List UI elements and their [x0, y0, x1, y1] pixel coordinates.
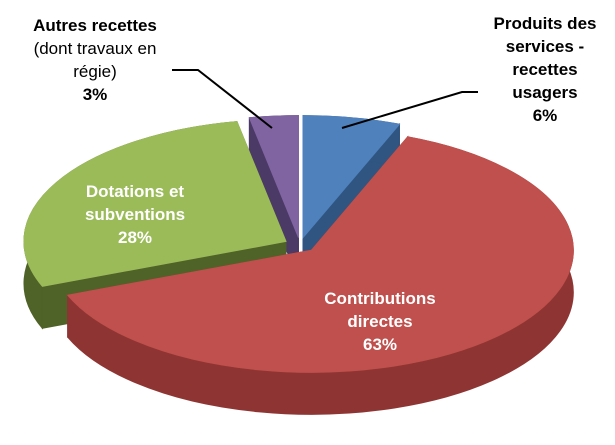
label-dotations: Dotations et subventions 28%	[60, 180, 210, 249]
category-label: Contributions directes	[324, 289, 436, 331]
pie-slice	[302, 115, 401, 240]
category-label: Dotations et subventions	[84, 182, 186, 224]
value-label: 3%	[82, 85, 108, 104]
leader-line	[341, 91, 478, 129]
value-label: 63%	[362, 335, 398, 354]
label-contributions: Contributions directes 63%	[295, 287, 465, 356]
leader-line	[172, 69, 273, 129]
pie-slice	[23, 121, 287, 287]
category-label: Produits des services - recettes usagers	[493, 14, 597, 102]
category-label: Autres recettes	[33, 16, 157, 35]
value-label: 6%	[532, 106, 558, 125]
label-produits: Produits des services - recettes usagers…	[475, 12, 615, 127]
annotation: (dont travaux en régie)	[33, 39, 157, 81]
label-autres: Autres recettes (dont travaux en régie) …	[0, 14, 190, 106]
value-label: 28%	[117, 228, 153, 247]
pie-slice	[66, 136, 574, 373]
slices	[23, 115, 574, 415]
pie-slice	[248, 115, 299, 238]
